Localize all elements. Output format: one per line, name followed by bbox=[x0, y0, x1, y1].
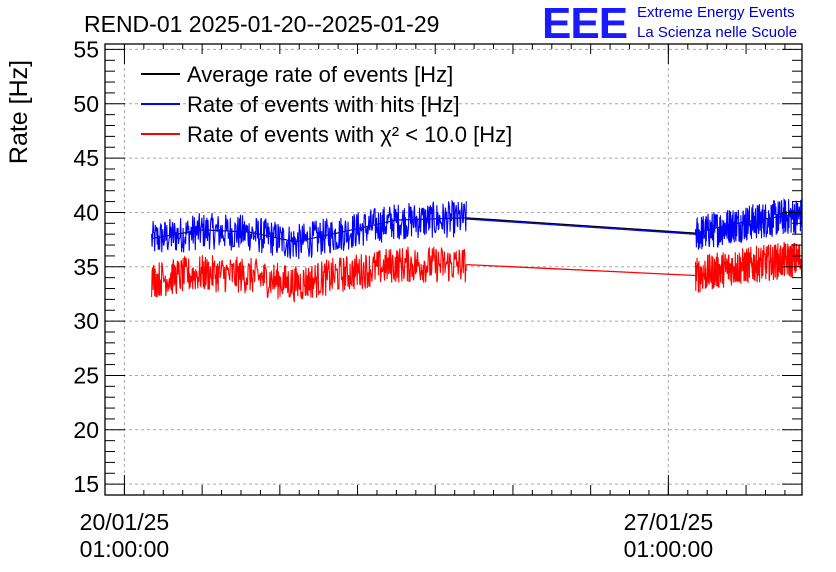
y-tick-label: 25 bbox=[73, 362, 99, 388]
chart-title: REND-01 2025-01-20--2025-01-29 bbox=[84, 11, 439, 37]
legend-label-1: Average rate of events [Hz] bbox=[187, 62, 453, 87]
y-tick-label: 45 bbox=[73, 145, 99, 171]
logo-line-2: La Scienza nelle Scuole bbox=[637, 24, 798, 41]
x-tick-label-date: 20/01/25 bbox=[80, 509, 170, 535]
axis-ticks bbox=[104, 44, 802, 496]
y-tick-label: 55 bbox=[73, 36, 99, 62]
series-2-gap-line bbox=[466, 218, 696, 235]
legend: Average rate of events [Hz] Rate of event… bbox=[141, 62, 512, 147]
y-tick-label: 35 bbox=[73, 254, 99, 280]
series-2-segment-1 bbox=[151, 199, 467, 260]
y-tick-label: 50 bbox=[73, 91, 99, 117]
plot-frame bbox=[104, 43, 803, 496]
y-tick-label: 30 bbox=[73, 308, 99, 334]
series-3-segment-2 bbox=[694, 241, 802, 293]
x-tick-label-time: 01:00:00 bbox=[80, 536, 170, 562]
x-tick-label-date: 27/01/25 bbox=[624, 509, 714, 535]
series-3 bbox=[151, 241, 802, 303]
legend-label-3: Rate of events with χ² < 10.0 [Hz] bbox=[187, 122, 512, 147]
y-tick-label: 15 bbox=[73, 471, 99, 497]
y-tick-label: 40 bbox=[73, 199, 99, 225]
legend-label-2: Rate of events with hits [Hz] bbox=[187, 92, 460, 117]
series-group bbox=[151, 197, 802, 303]
y-axis-label: Rate [Hz] bbox=[5, 60, 33, 164]
logo-line-1: Extreme Energy Events bbox=[637, 4, 795, 21]
series-1-gap-line bbox=[466, 217, 696, 234]
series-3-gap-line bbox=[466, 263, 696, 277]
x-tick-label-time: 01:00:00 bbox=[624, 536, 714, 562]
eee-logo-mark: EEE bbox=[542, 0, 628, 48]
series-3-segment-1 bbox=[151, 246, 467, 303]
tick-labels: 15202530354045505520/01/2501:00:0027/01/… bbox=[73, 36, 713, 562]
y-tick-label: 20 bbox=[73, 417, 99, 443]
